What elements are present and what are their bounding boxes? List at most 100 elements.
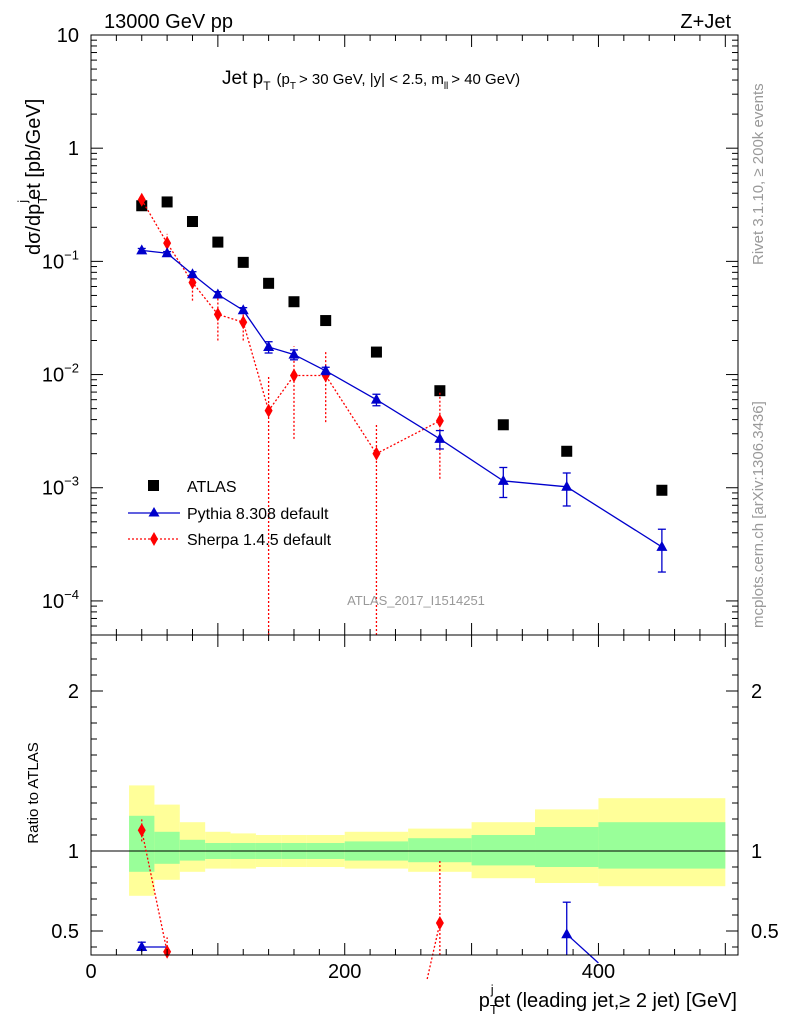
atlas-marker: [212, 236, 224, 248]
main-ylabel-T: T: [35, 196, 50, 204]
pythia-marker: [161, 247, 173, 258]
atlas-marker: [434, 385, 446, 397]
pythia-marker: [656, 540, 668, 551]
atlas-marker: [320, 315, 332, 327]
atlas-marker: [497, 419, 509, 431]
sherpa-marker: [435, 413, 444, 428]
ratio-band-inner: [598, 822, 726, 869]
ratio-xlabel-sup: j: [490, 982, 494, 997]
y-tick-label: 10−1: [42, 247, 79, 273]
ratio-series-group: [136, 819, 599, 980]
ratio-ylabel: Ratio to ATLAS: [25, 742, 42, 843]
ratio-panel: 0.5 0.5 1 1 2 2 0 200 400 Ratio to ATLAS pTjet (…: [25, 634, 779, 1017]
ratio-x-tick-label: 0: [85, 961, 96, 983]
sherpa-marker: [188, 275, 197, 290]
main-ylabel-a: dσ/dp: [23, 204, 45, 255]
ratio-y-tick-label-right: 1: [751, 841, 762, 863]
legend-label-pythia: Pythia 8.308 default: [187, 506, 329, 523]
y-tick-label-exp: −2: [64, 361, 79, 376]
header-left-label: 13000 GeV pp: [104, 11, 233, 33]
ratio-y-tick-label-left: 2: [68, 681, 79, 703]
ratio-bands: [129, 785, 726, 896]
atlas-marker: [263, 277, 275, 289]
sherpa-marker: [137, 192, 146, 207]
legend-label-atlas: ATLAS: [187, 479, 237, 496]
plot-title: Jet pT (pT > 30 GeV, |y| < 2.5, mll > 40 Ge…: [222, 68, 520, 93]
ratio-band-inner: [408, 838, 472, 863]
sherpa-ratio-marker: [435, 916, 444, 930]
plot-title-detail-T: T: [290, 81, 296, 92]
legend-marker-sherpa: [150, 532, 158, 546]
y-tick-label: 10−3: [42, 474, 79, 500]
main-series-group: [136, 192, 668, 635]
main-ylabel-sup: j: [15, 200, 30, 204]
atlas-marker: [161, 196, 173, 208]
pythia-marker: [237, 304, 249, 315]
sherpa-marker: [264, 403, 273, 418]
rivet-label: Rivet 3.1.10, ≥ 200k events: [750, 83, 767, 265]
pythia-marker: [212, 288, 224, 299]
header-right-label: Z+Jet: [680, 11, 731, 33]
ratio-xlabel-a: p: [479, 990, 490, 1012]
y-tick-label-exp: −3: [64, 474, 79, 489]
legend-label-sherpa: Sherpa 1.4.5 default: [187, 532, 332, 549]
ratio-band-inner: [535, 827, 599, 867]
y-tick-label-base: 1: [68, 138, 79, 160]
sherpa-marker: [289, 368, 298, 383]
sherpa-marker: [163, 236, 172, 251]
atlas-marker: [288, 296, 300, 308]
atlas-marker: [370, 346, 382, 358]
main-ylabel: dσ/dpTjet [pb/GeV]: [15, 99, 50, 255]
pythia-marker: [561, 480, 573, 491]
legend-marker-atlas: [148, 480, 159, 491]
pythia-marker: [434, 432, 446, 443]
ratio-y-tick-label-left: 0.5: [51, 921, 79, 943]
ratio-band-inner: [154, 831, 180, 864]
atlas-marker: [656, 484, 668, 496]
pythia-marker: [136, 244, 148, 255]
main-ylabel-rest: et [pb/GeV]: [23, 99, 45, 200]
plot-title-detail-end: > 40 GeV): [451, 71, 520, 88]
y-tick-label: 10−4: [42, 587, 79, 613]
sherpa-marker: [239, 315, 248, 330]
ratio-x-tick-label: 400: [582, 961, 615, 983]
y-tick-label-base: 10: [42, 478, 64, 500]
sherpa-ratio-line: [426, 922, 441, 980]
sherpa-ratio-line: [141, 830, 168, 952]
y-tick-label-base: 10: [42, 591, 64, 613]
pythia-ratio-line: [566, 933, 599, 964]
sherpa-ratio-marker: [137, 823, 146, 838]
ratio-xlabel-rest: et (leading jet,≥ 2 jet) [GeV]: [494, 990, 737, 1012]
pythia-ratio-marker: [561, 928, 573, 939]
y-tick-label-exp: −1: [64, 247, 79, 262]
y-tick-label-base: 10: [42, 251, 64, 273]
y-tick-label: 1: [68, 138, 79, 160]
pythia-marker: [186, 268, 198, 279]
ratio-ticks: 0.5 0.5 1 1 2 2 0 200 400: [51, 635, 779, 983]
atlas-marker: [561, 445, 573, 457]
pythia-marker: [497, 474, 509, 485]
y-tick-label: 10−2: [42, 361, 79, 387]
legend-marker-pythia: [148, 507, 160, 517]
ratio-xlabel-T: T: [490, 1002, 498, 1017]
legend: ATLAS Pythia 8.308 default Sherpa 1.4.5 …: [128, 479, 332, 549]
ratio-y-tick-label-right: 0.5: [751, 921, 779, 943]
plot-title-detail: (p: [277, 71, 290, 88]
mcplots-label: mcplots.cern.ch [arXiv:1306.3436]: [750, 401, 767, 628]
pythia-marker: [320, 364, 332, 375]
plot-title-main: Jet p: [222, 68, 263, 89]
sherpa-marker: [213, 307, 222, 322]
y-tick-label-exp: −4: [64, 587, 79, 602]
atlas-marker: [237, 256, 249, 268]
ratio-y-tick-label-right: 2: [751, 681, 762, 703]
analysis-watermark: ATLAS_2017_I1514251: [347, 593, 485, 608]
y-tick-label-base: 10: [42, 365, 64, 387]
sherpa-marker: [372, 446, 381, 461]
pythia-marker: [288, 348, 300, 359]
ratio-x-tick-label: 200: [328, 961, 361, 983]
plot-title-detail-ll: ll: [444, 81, 448, 92]
pythia-ratio-marker: [136, 941, 148, 951]
